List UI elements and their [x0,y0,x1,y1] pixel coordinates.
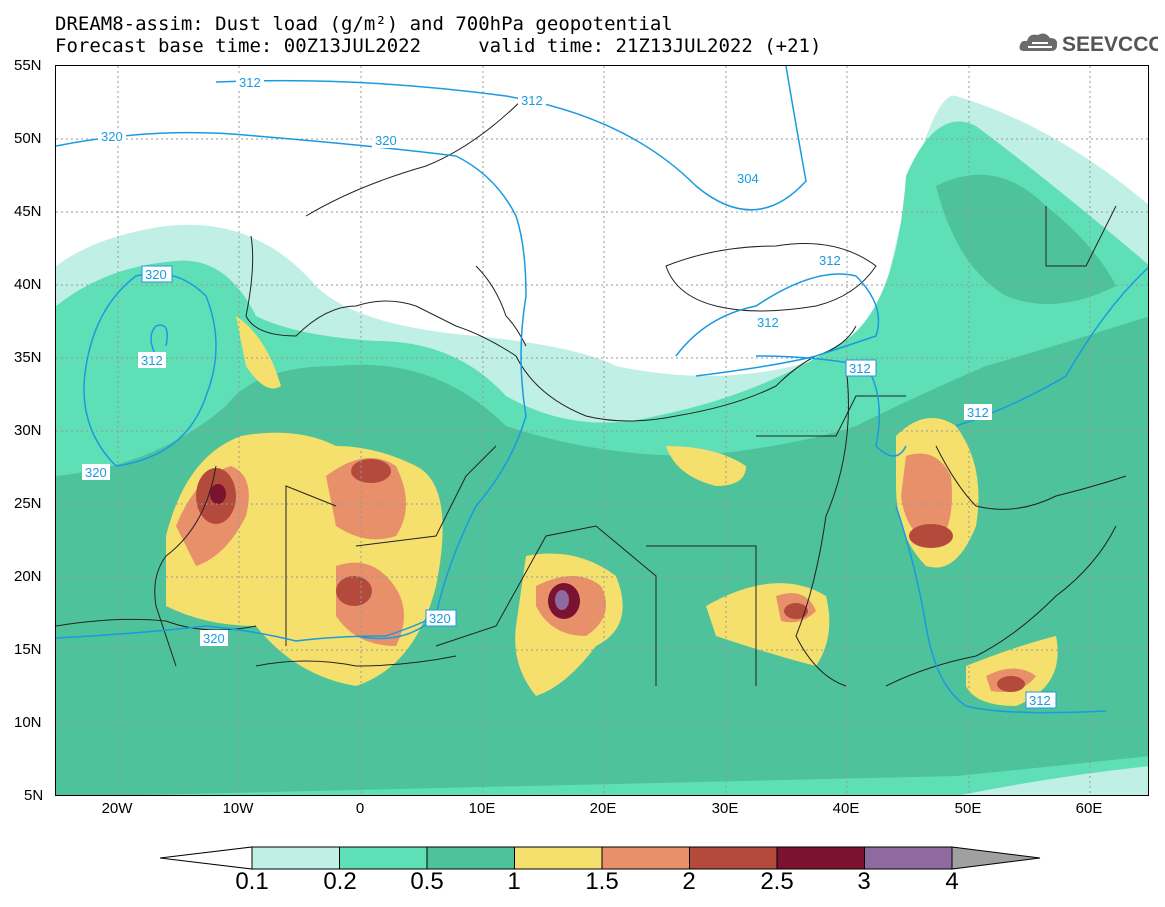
svg-text:320: 320 [203,631,225,646]
lon-tick: 10W [222,800,254,817]
colorbar-box [689,846,778,870]
lat-tick: 25N [14,495,42,512]
lat-tick: 15N [14,641,42,658]
colorbar-label: 0.2 [323,868,357,895]
colorbar-box [864,846,953,870]
lon-tick: 0 [355,800,365,817]
colorbar-high-triangle [951,846,1041,870]
svg-text:312: 312 [1029,693,1051,708]
colorbar-label: 1 [507,868,521,895]
lon-tick: 10E [468,800,496,817]
lat-tick: 40N [14,276,42,293]
colorbar-low-triangle [159,846,253,870]
lon-tick: 30E [711,800,739,817]
svg-text:304: 304 [737,171,759,186]
map-title: DREAM8-assim: Dust load (g/m²) and 700hP… [55,13,673,35]
lat-tick: 5N [24,787,44,804]
lat-tick: 30N [14,422,42,439]
lon-tick: 50E [954,800,982,817]
contour-labels: 312 312 320 320 304 320 312 320 312 312 … [82,74,1057,709]
colorbar-box [339,846,428,870]
colorbar-label: 4 [945,868,959,895]
country-borders [56,95,1127,687]
svg-text:320: 320 [101,129,123,144]
geopotential-contours [56,66,1148,714]
lat-tick: 20N [14,568,42,585]
lon-tick: 20E [589,800,617,817]
svg-text:320: 320 [145,267,167,282]
graticule [56,66,1148,795]
seevccc-logo: SEEVCCC [1018,27,1164,57]
lat-tick: 50N [14,130,42,147]
svg-text:312: 312 [849,361,871,376]
lat-tick: 45N [14,203,42,220]
forecast-times: Forecast base time: 00Z13JUL2022 valid t… [55,35,822,57]
svg-text:312: 312 [521,93,543,108]
colorbar-label: 1.5 [585,868,619,895]
colorbar-box [251,846,340,870]
svg-text:320: 320 [375,133,397,148]
svg-text:312: 312 [967,405,989,420]
svg-text:312: 312 [239,75,261,90]
svg-text:312: 312 [757,315,779,330]
svg-text:312: 312 [141,353,163,368]
lat-tick: 55N [14,57,42,74]
colorbar-box [426,846,515,870]
colorbar-box [601,846,690,870]
colorbar-label: 2 [682,868,696,895]
lat-tick: 35N [14,349,42,366]
colorbar-box [514,846,603,870]
lon-tick: 40E [832,800,860,817]
lon-tick: 20W [101,800,133,817]
colorbar-label: 2.5 [760,868,794,895]
colorbar-label: 0.5 [410,868,444,895]
lat-tick: 10N [14,714,42,731]
dust-level-3 [555,590,569,610]
svg-text:320: 320 [85,465,107,480]
colorbar-boxes [251,846,953,870]
map-area: 312 312 320 320 304 320 312 320 312 312 … [55,65,1149,796]
logo-text: SEEVCCC [1062,33,1158,56]
lon-tick: 60E [1075,800,1103,817]
colorbar-label: 3 [857,868,871,895]
colorbar-box [776,846,865,870]
colorbar [159,845,1045,875]
svg-text:320: 320 [429,611,451,626]
colorbar-label: 0.1 [235,868,269,895]
svg-text:312: 312 [819,253,841,268]
